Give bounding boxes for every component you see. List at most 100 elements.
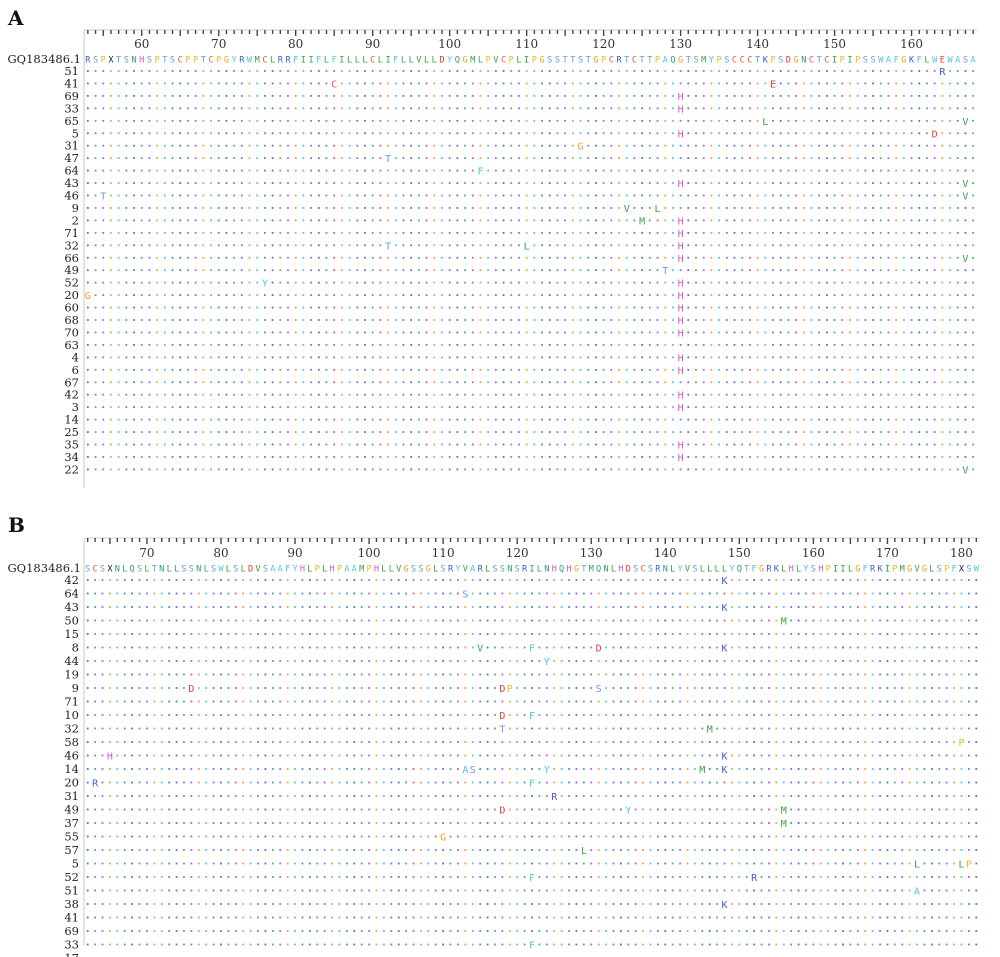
match-dot [310,418,312,421]
match-dot [749,344,751,346]
match-dot [264,393,266,396]
match-dot [225,344,228,346]
match-dot [125,256,128,259]
match-dot [902,344,905,346]
match-dot [802,393,805,396]
match-dot [610,207,613,209]
match-dot [202,231,205,234]
match-dot [225,157,228,160]
match-dot [564,132,567,135]
match-dot [140,95,143,97]
match-dot [849,70,851,72]
match-dot [317,281,320,284]
match-dot [256,182,259,184]
match-dot [302,244,305,247]
match-dot [702,169,705,172]
match-dot [625,319,628,321]
match-dot [217,70,220,72]
reference-residue: T [647,56,652,66]
match-dot [364,294,366,296]
reference-sequence-name: GQ183486.1 [8,52,82,66]
reference-residue: H [300,565,305,575]
match-dot [148,169,151,172]
match-dot [110,207,112,209]
match-dot [538,606,541,608]
match-dot [387,70,389,72]
match-dot [548,256,551,259]
match-dot [449,619,452,622]
match-dot [933,219,936,222]
match-dot [294,606,296,608]
match-dot [779,256,782,259]
match-dot [433,306,436,309]
match-dot [102,157,105,160]
match-dot [887,281,890,284]
match-dot [941,306,944,309]
match-dot [225,244,228,247]
match-dot [802,157,805,160]
ruler-label: 110 [432,546,455,560]
match-dot [387,95,389,97]
match-dot [710,231,713,234]
match-dot [664,633,667,635]
match-dot [941,269,944,272]
match-dot [918,393,921,396]
match-dot [538,633,541,635]
match-dot [356,418,359,421]
match-dot [810,157,813,160]
match-dot [125,406,128,409]
match-dot [148,294,151,296]
match-dot [764,368,767,371]
match-dot [587,144,590,147]
match-dot [217,418,220,421]
match-dot [116,633,119,635]
match-dot [941,356,944,359]
match-dot [849,606,852,608]
match-dot [664,95,667,97]
match-dot [864,82,867,85]
match-dot [779,406,782,409]
match-dot [448,269,451,272]
match-dot [749,456,751,458]
match-dot [333,182,336,184]
match-dot [110,468,112,471]
match-dot [764,431,767,433]
match-dot [248,169,251,172]
match-dot [86,319,89,321]
substitution-residue: H [678,129,684,140]
ruler-label: 120 [506,546,529,560]
match-dot [525,70,528,72]
match-dot [779,219,782,222]
match-dot [541,207,543,209]
reference-residue: V [396,565,401,575]
reference-residue: T [152,565,157,575]
match-dot [402,331,405,334]
match-dot [287,95,289,97]
match-dot [148,393,151,396]
reference-residue: Q [559,565,564,575]
match-dot [633,294,636,296]
match-dot [271,182,274,184]
match-dot [856,368,859,371]
match-dot [833,169,836,172]
match-dot [879,182,882,184]
match-dot [802,144,805,147]
match-dot [772,207,774,209]
match-dot [933,95,936,97]
clone-label: 22 [64,462,79,476]
match-dot [140,119,143,122]
match-dot [434,606,437,608]
match-dot [779,82,782,85]
match-dot [271,281,274,284]
match-dot [487,431,490,433]
match-dot [910,256,913,259]
match-dot [725,344,728,346]
match-dot [225,294,228,296]
match-dot [694,633,696,635]
reference-residue: F [393,56,398,66]
match-dot [323,633,326,635]
match-dot [610,406,613,409]
match-dot [587,331,590,334]
match-dot [795,443,797,446]
match-dot [810,70,813,72]
